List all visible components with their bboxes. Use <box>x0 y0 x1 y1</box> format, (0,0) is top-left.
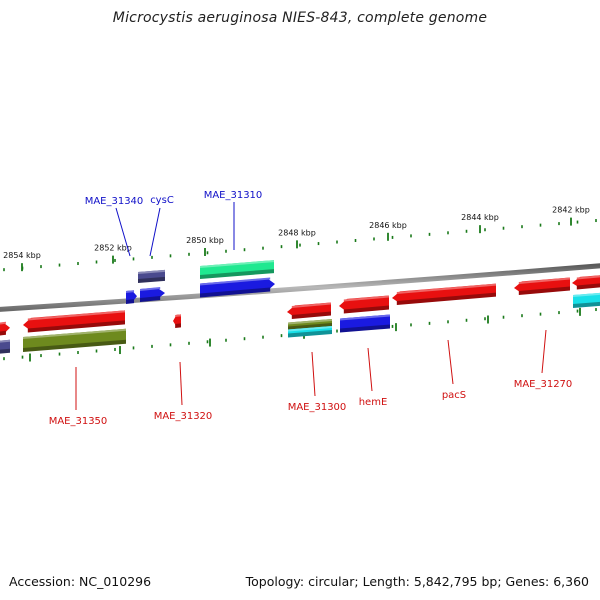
gene-label-reverse: MAE_31320 <box>154 411 213 422</box>
gene-olive-box <box>288 318 332 331</box>
leader-line <box>179 361 183 406</box>
gene-label-reverse: hemE <box>359 397 388 408</box>
genome-backbone <box>0 263 600 312</box>
kbp-label: 2852 kbp <box>94 244 132 253</box>
gene-label-reverse: pacS <box>442 390 466 401</box>
leader-line <box>447 339 454 385</box>
gene-label-forward: MAE_31310 <box>204 190 263 201</box>
gene-arrow-green <box>200 260 274 279</box>
accession-text: Accession: NC_010296 <box>9 574 152 589</box>
kbp-label: 2850 kbp <box>186 236 224 245</box>
gene-arrow-blue <box>140 287 165 302</box>
gene-arrow-blue <box>340 314 390 333</box>
gene-arrow-red <box>392 283 496 305</box>
gene-label-forward: MAE_31340 <box>85 196 144 207</box>
gene-navy-box <box>138 269 165 283</box>
gene-arrow-red <box>514 277 570 295</box>
gene-arrow-blue <box>126 290 137 304</box>
gene-arrow-red <box>173 314 181 328</box>
gene-arrow-blue <box>200 277 275 298</box>
leader-line <box>149 207 161 257</box>
leader-line <box>541 329 547 374</box>
kbp-label: 2846 kbp <box>369 221 407 230</box>
kbp-label: 2848 kbp <box>278 228 316 237</box>
gene-arrow-red <box>339 295 389 314</box>
gene-label-reverse: MAE_31350 <box>49 416 108 427</box>
gene-arrow-red <box>287 302 331 319</box>
gene-navy-box <box>0 339 10 354</box>
kbp-label: 2842 kbp <box>552 206 590 215</box>
gene-olive-box <box>23 328 126 352</box>
gene-arrow-red <box>23 310 125 333</box>
kbp-label: 2854 kbp <box>3 251 41 260</box>
gene-label-reverse: MAE_31300 <box>288 402 347 413</box>
gene-cyan-box <box>573 292 600 308</box>
leader-line <box>311 351 316 397</box>
gene-arrow-red <box>572 275 600 290</box>
gene-cyan-box <box>288 325 332 338</box>
gene-arrow-red <box>0 321 10 336</box>
leader-line <box>115 207 131 257</box>
gene-label-reverse: MAE_31270 <box>514 379 573 390</box>
topology-text: Topology: circular; Length: 5,842,795 bp… <box>245 574 589 589</box>
map-title: Microcystis aeruginosa NIES-843, complet… <box>112 10 488 26</box>
gene-label-forward: cysC <box>150 195 174 206</box>
kbp-label: 2844 kbp <box>461 213 499 222</box>
leader-line <box>367 347 373 392</box>
